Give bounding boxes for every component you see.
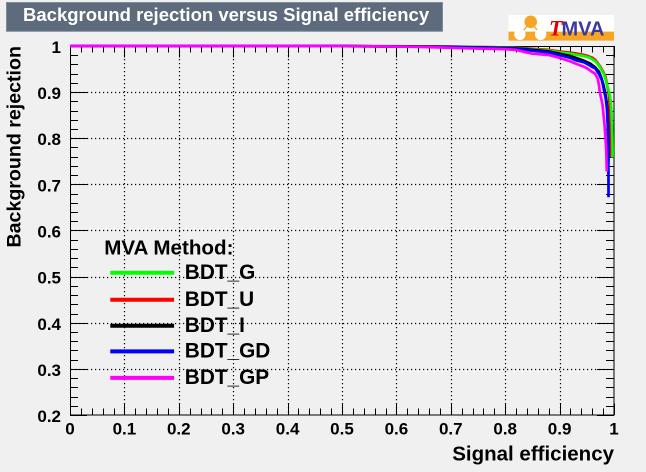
svg-text:0.5: 0.5 bbox=[330, 420, 354, 439]
svg-text:0.7: 0.7 bbox=[37, 176, 61, 195]
svg-text:BDT_GP: BDT_GP bbox=[185, 366, 269, 389]
svg-text:BDT_U: BDT_U bbox=[185, 288, 254, 311]
svg-text:0.2: 0.2 bbox=[167, 420, 191, 439]
svg-text:Signal efficiency: Signal efficiency bbox=[452, 443, 614, 466]
svg-text:BDT_I: BDT_I bbox=[185, 314, 245, 337]
svg-text:0.4: 0.4 bbox=[276, 420, 300, 439]
svg-text:0.2: 0.2 bbox=[37, 407, 61, 426]
svg-text:Background rejection versus Si: Background rejection versus Signal effic… bbox=[23, 4, 430, 25]
svg-text:0.1: 0.1 bbox=[113, 420, 137, 439]
svg-text:1: 1 bbox=[52, 38, 61, 57]
svg-text:0.8: 0.8 bbox=[37, 130, 61, 149]
svg-text:0.5: 0.5 bbox=[37, 269, 61, 288]
svg-text:0.9: 0.9 bbox=[37, 84, 61, 103]
svg-text:0.3: 0.3 bbox=[221, 420, 245, 439]
svg-text:T: T bbox=[549, 16, 564, 41]
svg-text:BDT_G: BDT_G bbox=[185, 261, 255, 284]
svg-text:0.7: 0.7 bbox=[439, 420, 463, 439]
svg-text:0.4: 0.4 bbox=[37, 315, 61, 334]
svg-text:BDT_GD: BDT_GD bbox=[185, 340, 271, 363]
svg-text:0.6: 0.6 bbox=[37, 223, 61, 242]
svg-text:0.8: 0.8 bbox=[493, 420, 517, 439]
svg-text:MVA: MVA bbox=[562, 18, 605, 40]
svg-text:MVA Method:: MVA Method: bbox=[104, 237, 233, 260]
svg-text:1: 1 bbox=[609, 420, 618, 439]
svg-text:0.3: 0.3 bbox=[37, 361, 61, 380]
svg-text:0: 0 bbox=[65, 420, 74, 439]
svg-text:Background rejection: Background rejection bbox=[4, 46, 26, 247]
svg-text:0.6: 0.6 bbox=[385, 420, 409, 439]
svg-text:0.9: 0.9 bbox=[548, 420, 572, 439]
